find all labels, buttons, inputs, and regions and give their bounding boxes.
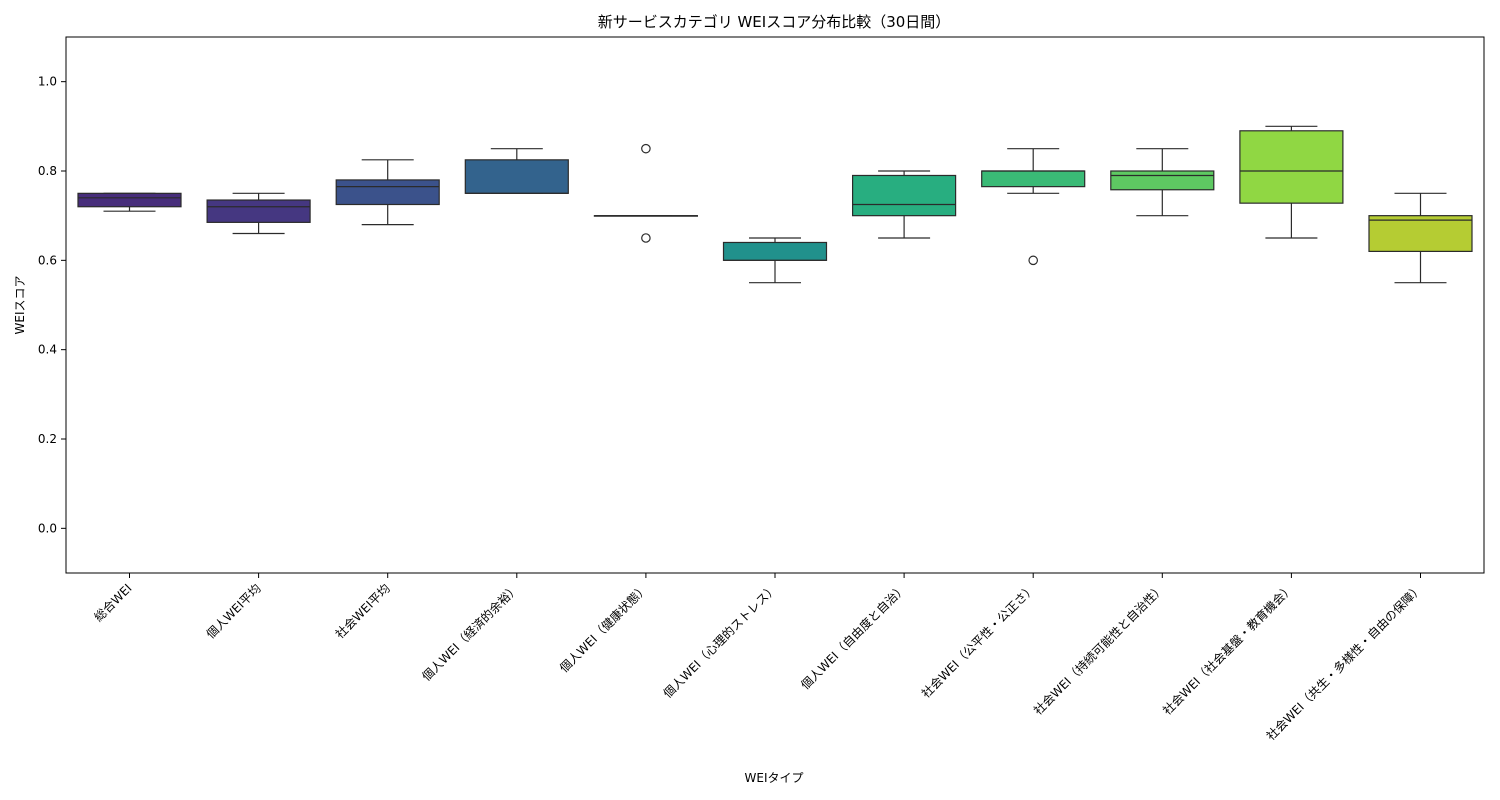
x-tick-label: 社会WEI平均 bbox=[332, 581, 393, 642]
outlier-point bbox=[1028, 255, 1038, 266]
outlier-point bbox=[641, 143, 651, 154]
plot-frame bbox=[65, 36, 1485, 574]
box-body bbox=[77, 192, 182, 208]
x-tick-label: 社会WEI（社会基盤・教育機会） bbox=[1159, 581, 1296, 718]
x-tick-label: 社会WEI（公平性・公正さ） bbox=[918, 581, 1038, 701]
box-body bbox=[722, 241, 828, 261]
y-axis-label: WEIスコア bbox=[13, 276, 27, 335]
box-body bbox=[1110, 170, 1215, 191]
box-group bbox=[335, 159, 440, 226]
box-body bbox=[851, 174, 957, 217]
y-tick-label: 0.6 bbox=[38, 253, 57, 267]
box-group bbox=[1368, 192, 1473, 284]
box-body bbox=[1368, 215, 1473, 253]
box-body bbox=[981, 170, 1086, 188]
y-axis: 0.0 0.2 0.4 0.6 0.8 1.0 bbox=[38, 75, 66, 535]
box-group bbox=[981, 148, 1086, 266]
y-tick-label: 1.0 bbox=[38, 75, 57, 89]
y-tick-label: 0.4 bbox=[38, 343, 57, 357]
y-tick-label: 0.2 bbox=[38, 432, 57, 446]
x-axis-label: WEIタイプ bbox=[745, 771, 804, 785]
x-tick-label: 個人WEI（経済的余裕） bbox=[419, 581, 522, 684]
box-group bbox=[1110, 148, 1215, 217]
box-group bbox=[77, 192, 182, 212]
x-tick-label: 社会WEI（共生・多様性・自由の保障） bbox=[1263, 581, 1426, 744]
x-axis: 総合WEI 個人WEI平均 社会WEI平均 個人WEI（経済的余裕） 個人WEI（健康状… bbox=[91, 573, 1426, 743]
box-group bbox=[722, 237, 828, 284]
box-body bbox=[1239, 130, 1344, 204]
box-body bbox=[464, 159, 569, 194]
y-tick-label: 0.8 bbox=[38, 164, 57, 178]
box-group bbox=[851, 170, 957, 239]
box-group bbox=[464, 148, 569, 194]
outlier-point bbox=[641, 233, 651, 243]
x-tick-label: 個人WEI（健康状態） bbox=[556, 581, 651, 676]
box-group bbox=[593, 143, 699, 243]
box-body bbox=[206, 199, 311, 223]
box-group bbox=[206, 192, 311, 235]
x-tick-label: 個人WEI平均 bbox=[204, 581, 264, 641]
chart-title: 新サービスカテゴリ WEIスコア分布比較（30日間） bbox=[598, 13, 951, 31]
plot-area bbox=[77, 125, 1473, 284]
x-tick-label: 個人WEI（心理的ストレス） bbox=[660, 581, 780, 701]
x-tick-label: 総合WEI bbox=[91, 581, 135, 625]
x-tick-label: 個人WEI（自由度と自治） bbox=[797, 581, 909, 693]
x-tick-label: 社会WEI（持続可能性と自治性） bbox=[1030, 581, 1167, 718]
box-body bbox=[335, 179, 440, 206]
box-group bbox=[1239, 125, 1344, 239]
y-tick-label: 0.0 bbox=[38, 521, 57, 535]
